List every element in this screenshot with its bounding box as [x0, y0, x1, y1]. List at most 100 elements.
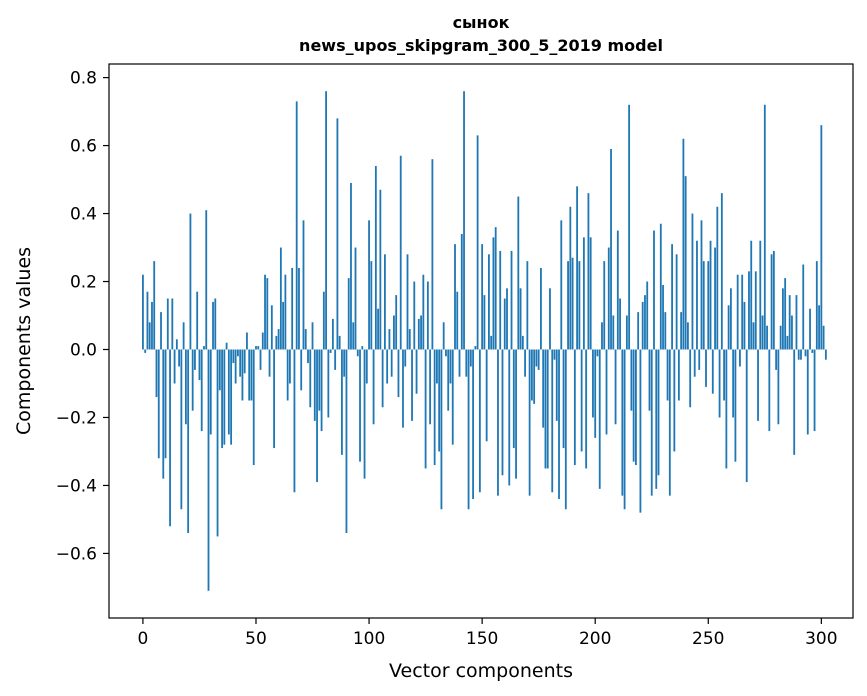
- bar: [295, 101, 298, 350]
- y-tick-label: 0.8: [70, 69, 97, 89]
- bar: [304, 329, 307, 350]
- bar: [268, 349, 271, 377]
- bar: [433, 349, 436, 466]
- bar: [341, 349, 343, 455]
- x-tick-label: 300: [805, 629, 837, 649]
- bar: [492, 237, 495, 350]
- bar: [725, 349, 728, 469]
- bar: [824, 349, 827, 360]
- bar: [189, 213, 192, 350]
- bar: [273, 349, 275, 449]
- bar: [230, 349, 233, 445]
- bar: [300, 349, 303, 391]
- bar: [413, 281, 416, 350]
- bar: [558, 349, 560, 500]
- bar: [772, 250, 775, 350]
- bar: [171, 298, 174, 350]
- bar: [759, 240, 762, 350]
- bar: [745, 349, 748, 483]
- bar: [488, 254, 490, 350]
- bar: [241, 349, 244, 401]
- bar: [639, 349, 642, 513]
- bar: [227, 349, 230, 435]
- bar: [677, 349, 680, 401]
- bar: [198, 349, 201, 381]
- bar: [648, 349, 651, 411]
- bar: [512, 349, 515, 449]
- bar: [284, 274, 287, 350]
- bar: [788, 295, 791, 350]
- bar: [711, 349, 714, 394]
- bar: [200, 349, 203, 432]
- bar: [802, 264, 805, 350]
- bar: [420, 315, 422, 350]
- bar: [467, 349, 470, 510]
- bar: [637, 312, 640, 350]
- bar: [180, 349, 183, 510]
- bar: [465, 349, 468, 377]
- bar: [657, 349, 660, 476]
- bar: [655, 349, 658, 489]
- bar: [494, 227, 497, 350]
- bar: [811, 349, 814, 353]
- bar: [157, 349, 160, 459]
- bar: [675, 254, 678, 350]
- bar: [415, 349, 418, 394]
- bar: [691, 213, 694, 350]
- bar: [327, 349, 330, 418]
- bar: [625, 315, 628, 350]
- bar: [386, 349, 389, 384]
- bar: [232, 349, 235, 364]
- bar: [702, 261, 705, 350]
- bar: [635, 349, 637, 466]
- bar: [768, 349, 771, 432]
- bar: [266, 278, 269, 350]
- bar: [458, 349, 461, 377]
- bar: [564, 349, 567, 510]
- bar: [313, 349, 316, 421]
- y-tick-label: −0.4: [56, 476, 97, 496]
- bar: [390, 349, 393, 377]
- bar: [718, 349, 721, 418]
- bar: [743, 301, 746, 350]
- bar: [257, 346, 260, 350]
- bar: [347, 278, 350, 350]
- bar: [709, 240, 712, 350]
- bar: [542, 349, 545, 428]
- bar: [569, 206, 572, 350]
- bar: [763, 104, 766, 350]
- bar: [693, 349, 696, 377]
- bar: [510, 250, 513, 350]
- bar: [302, 220, 305, 350]
- bar: [270, 305, 273, 350]
- x-tick-label: 50: [245, 629, 267, 649]
- bar: [408, 329, 411, 350]
- bar: [503, 298, 506, 350]
- bar: [329, 349, 332, 353]
- bar: [621, 349, 624, 496]
- bar: [322, 291, 325, 350]
- bar: [454, 244, 456, 350]
- bar: [474, 346, 477, 350]
- bar: [255, 346, 257, 350]
- bar: [388, 329, 391, 350]
- bar: [524, 349, 526, 377]
- bar: [641, 301, 644, 350]
- y-tick-label: 0.4: [70, 205, 97, 225]
- x-tick-label: 250: [692, 629, 724, 649]
- bar: [184, 349, 187, 425]
- bar: [549, 288, 551, 350]
- bar: [320, 349, 323, 432]
- bar: [237, 349, 239, 357]
- bar: [436, 349, 438, 384]
- bar: [689, 349, 692, 408]
- bar: [146, 291, 149, 350]
- bar: [476, 135, 479, 350]
- bar: [605, 349, 608, 435]
- bar: [784, 278, 787, 350]
- bar: [472, 349, 474, 500]
- bar: [374, 165, 377, 350]
- bar: [714, 247, 716, 350]
- x-tick-label: 200: [579, 629, 611, 649]
